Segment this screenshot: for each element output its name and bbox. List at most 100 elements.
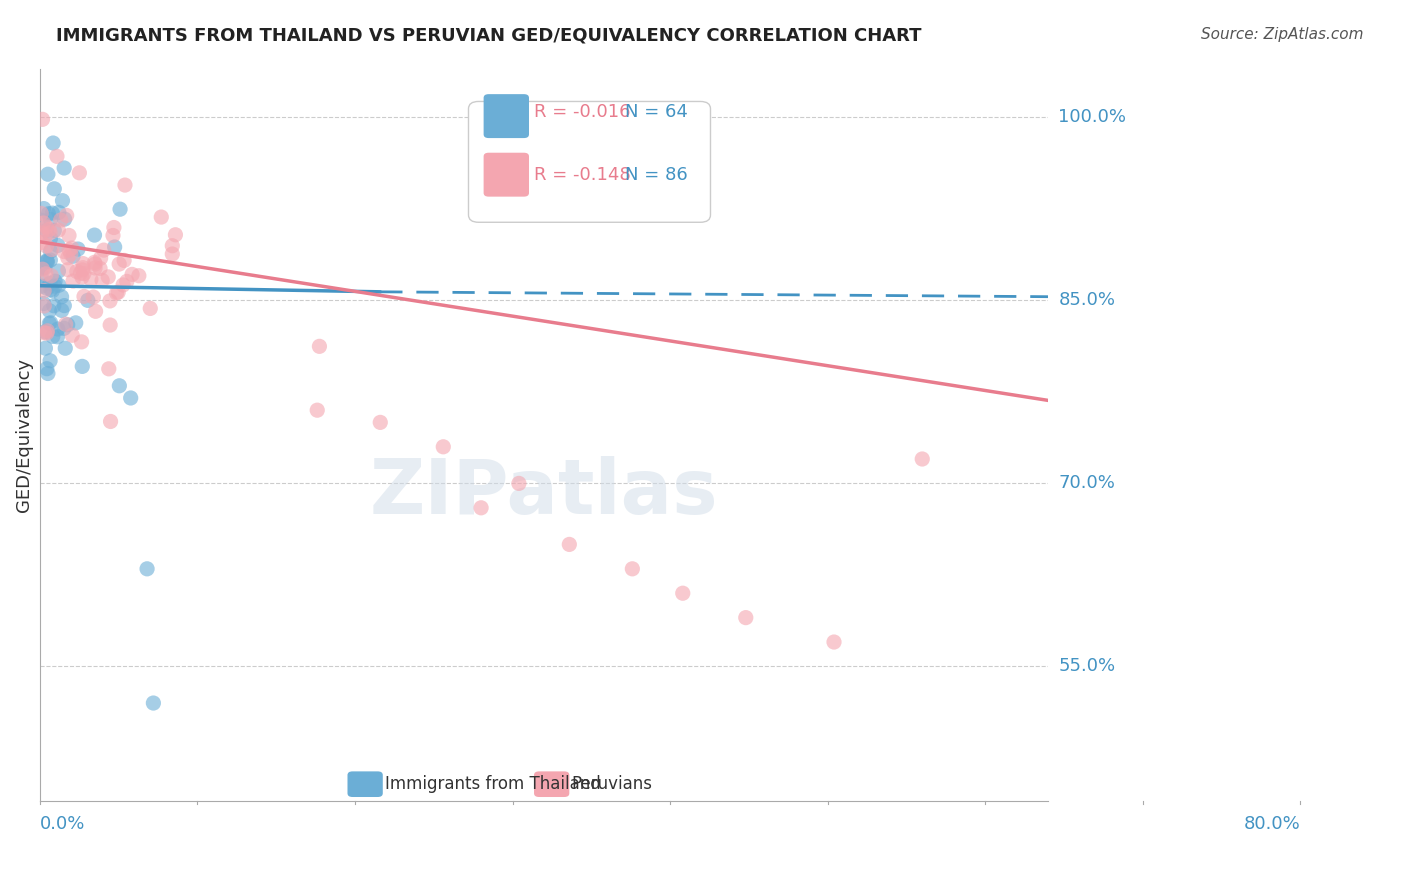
Text: 85.0%: 85.0%	[1059, 292, 1115, 310]
Point	[53, 161, 76, 175]
Point	[70, 334, 93, 349]
Point	[734, 610, 756, 624]
Text: 80.0%: 80.0%	[1244, 815, 1301, 833]
Point	[49, 213, 72, 227]
Point	[104, 240, 127, 254]
Point	[97, 361, 120, 376]
Point	[91, 273, 114, 287]
Point	[55, 317, 77, 331]
Point	[139, 301, 162, 316]
Point	[37, 167, 59, 181]
Point	[31, 226, 53, 240]
Point	[72, 256, 94, 270]
Point	[32, 299, 55, 313]
Point	[72, 263, 94, 277]
Point	[97, 269, 120, 284]
Point	[34, 227, 56, 242]
Point	[112, 277, 135, 292]
Text: 0.0%: 0.0%	[39, 815, 86, 833]
Point	[621, 562, 644, 576]
Point	[39, 253, 62, 268]
Point	[32, 202, 55, 216]
Point	[48, 264, 70, 278]
Point	[51, 290, 73, 304]
Text: R = -0.148: R = -0.148	[534, 166, 631, 184]
Point	[142, 696, 165, 710]
Point	[48, 223, 70, 237]
Point	[89, 261, 111, 276]
Point	[823, 635, 845, 649]
Point	[53, 299, 76, 313]
Point	[100, 414, 122, 428]
Point	[37, 255, 59, 269]
Point	[120, 391, 142, 405]
Point	[44, 182, 66, 196]
Point	[46, 238, 69, 252]
Point	[41, 243, 63, 257]
Point	[44, 279, 66, 293]
Point	[83, 228, 105, 243]
Point	[34, 325, 56, 339]
Point	[84, 260, 107, 275]
Text: Source: ZipAtlas.com: Source: ZipAtlas.com	[1201, 27, 1364, 42]
FancyBboxPatch shape	[347, 772, 382, 797]
Text: IMMIGRANTS FROM THAILAND VS PERUVIAN GED/EQUIVALENCY CORRELATION CHART: IMMIGRANTS FROM THAILAND VS PERUVIAN GED…	[56, 27, 922, 45]
Point	[39, 316, 62, 330]
Point	[56, 262, 79, 277]
Point	[31, 261, 53, 276]
Point	[37, 367, 59, 381]
Point	[30, 235, 52, 250]
Point	[108, 378, 131, 392]
Point	[73, 267, 96, 281]
Text: Peruvians: Peruvians	[571, 775, 652, 793]
Text: ZIPatlas: ZIPatlas	[370, 456, 718, 530]
Point	[51, 303, 73, 318]
Point	[98, 318, 121, 332]
Point	[508, 476, 530, 491]
FancyBboxPatch shape	[468, 102, 710, 222]
Point	[46, 149, 69, 163]
Point	[37, 324, 59, 338]
Point	[53, 341, 76, 355]
Point	[101, 228, 124, 243]
Point	[65, 316, 87, 330]
Text: R = -0.016: R = -0.016	[534, 103, 630, 121]
Point	[66, 264, 89, 278]
Point	[39, 231, 62, 245]
Point	[103, 220, 125, 235]
Point	[55, 209, 77, 223]
Point	[53, 212, 76, 227]
Point	[32, 296, 55, 310]
Point	[31, 279, 53, 293]
Point	[30, 268, 52, 283]
Point	[34, 260, 56, 275]
Point	[37, 207, 59, 221]
Point	[368, 416, 391, 430]
Point	[62, 249, 84, 263]
Point	[72, 359, 94, 374]
FancyBboxPatch shape	[484, 153, 529, 196]
Point	[470, 500, 492, 515]
Point	[308, 339, 330, 353]
Point	[90, 251, 112, 265]
FancyBboxPatch shape	[484, 95, 529, 138]
Point	[35, 239, 58, 253]
Point	[82, 290, 104, 304]
Point	[59, 247, 82, 261]
Point	[31, 112, 53, 127]
Point	[162, 238, 184, 252]
Point	[83, 255, 105, 269]
Text: 55.0%: 55.0%	[1059, 657, 1115, 675]
Point	[66, 242, 89, 256]
Point	[30, 206, 52, 220]
Point	[53, 321, 76, 335]
Point	[672, 586, 695, 600]
Point	[115, 274, 138, 288]
Point	[112, 253, 135, 268]
Point	[39, 244, 62, 259]
Text: 70.0%: 70.0%	[1059, 475, 1115, 492]
Point	[41, 206, 63, 220]
Text: 100.0%: 100.0%	[1059, 108, 1126, 127]
Point	[39, 226, 62, 240]
Point	[105, 285, 128, 300]
